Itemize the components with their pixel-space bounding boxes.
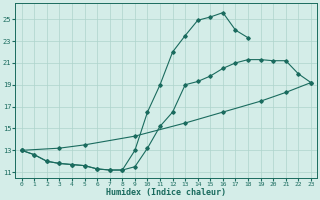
X-axis label: Humidex (Indice chaleur): Humidex (Indice chaleur) [106,188,226,197]
